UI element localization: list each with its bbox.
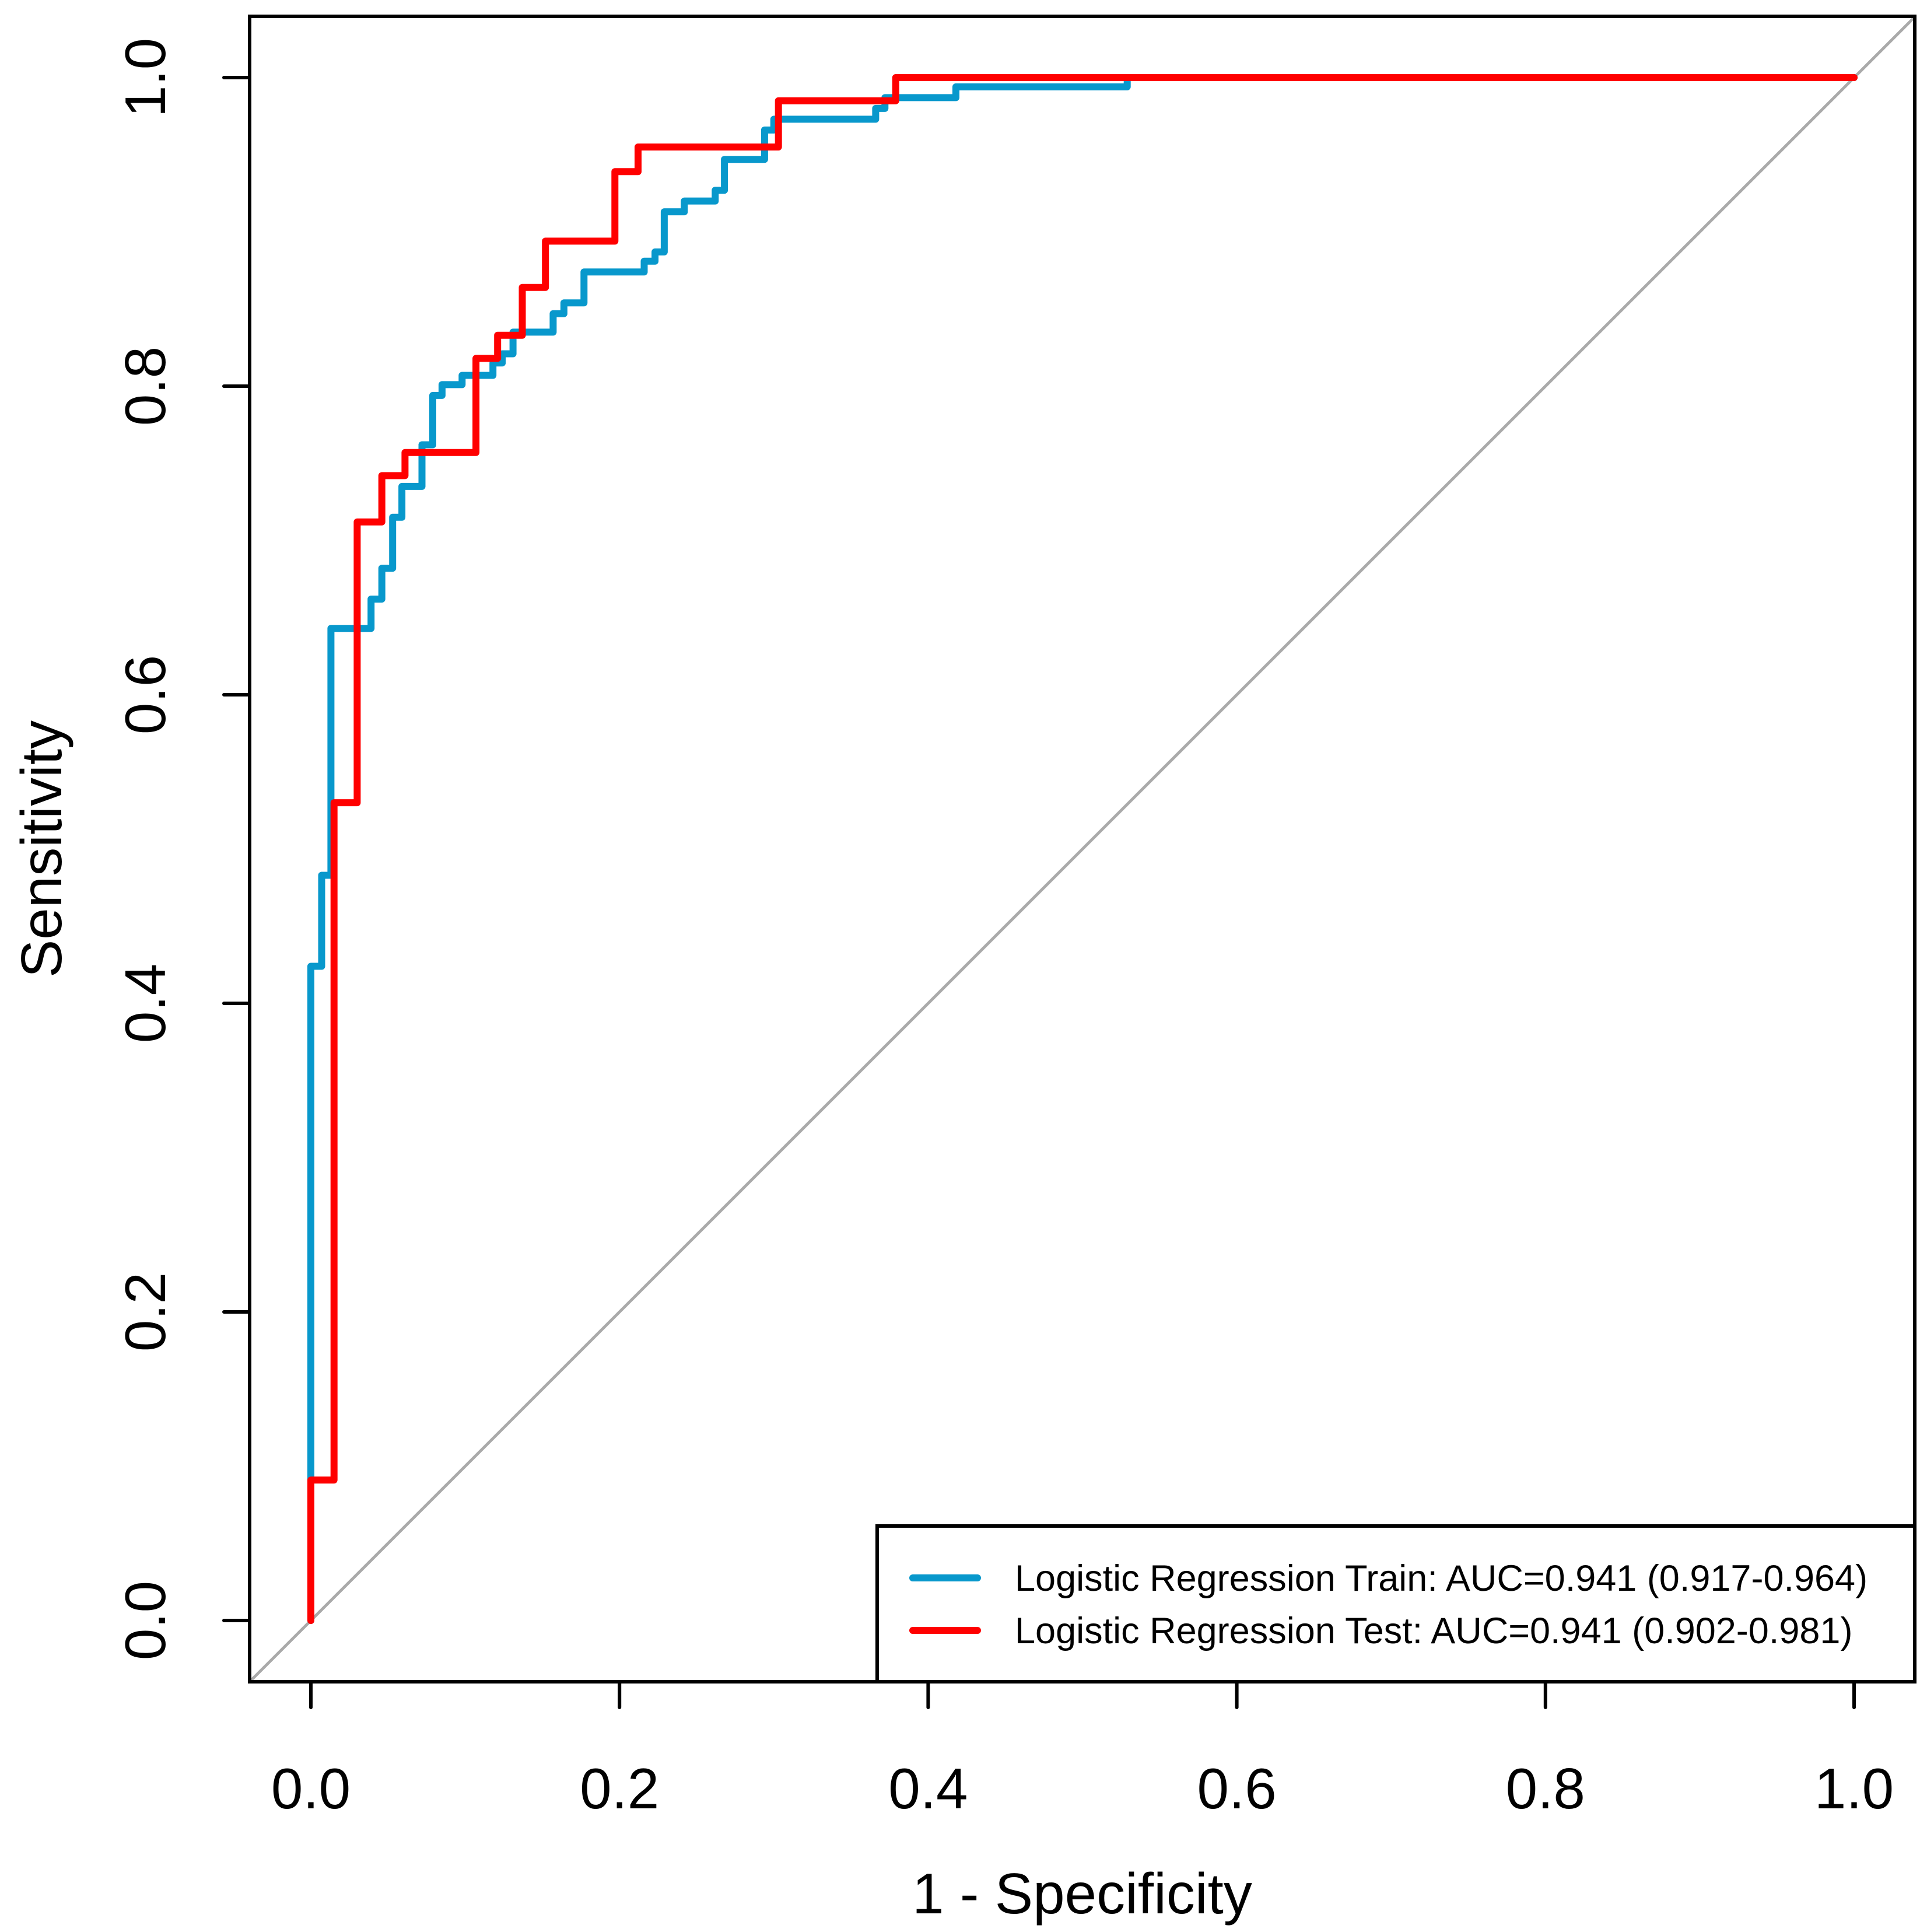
y-tick-label: 0.6 [113,655,177,734]
roc-curve-test [307,74,1858,1624]
roc-curve-train [307,74,1858,1624]
x-tick-label: 1.0 [1814,1756,1894,1821]
x-tick-label: 0.8 [1506,1756,1585,1821]
x-tick-label: 0.4 [888,1756,968,1821]
reference-layer [248,16,1916,1683]
x-tick-label: 0.6 [1197,1756,1276,1821]
legend: Logistic Regression Train: AUC=0.941 (0.… [875,1524,1917,1684]
legend-label-test: Logistic Regression Test: AUC=0.941 (0.9… [1015,1611,1852,1651]
y-axis-title: Sensitivity [9,720,73,978]
legend-box [875,1524,1917,1684]
series-layer [307,74,1858,1624]
reference-diagonal [248,16,1916,1683]
x-axis: 0.0 0.2 0.4 0.6 0.8 1.0 [271,1680,1894,1821]
y-tick-label: 0.8 [113,346,177,426]
x-tick-label: 0.0 [271,1756,351,1821]
y-tick-label: 1.0 [113,38,177,117]
y-tick-label: 0.0 [113,1581,177,1660]
y-axis: 0.0 0.2 0.4 0.6 0.8 1.0 [113,38,251,1660]
y-tick-label: 0.4 [113,964,177,1043]
legend-label-train: Logistic Regression Train: AUC=0.941 (0.… [1015,1558,1868,1599]
x-axis-title: 1 - Specificity [912,1861,1252,1926]
x-tick-label: 0.2 [580,1756,659,1821]
y-tick-label: 0.2 [113,1272,177,1352]
